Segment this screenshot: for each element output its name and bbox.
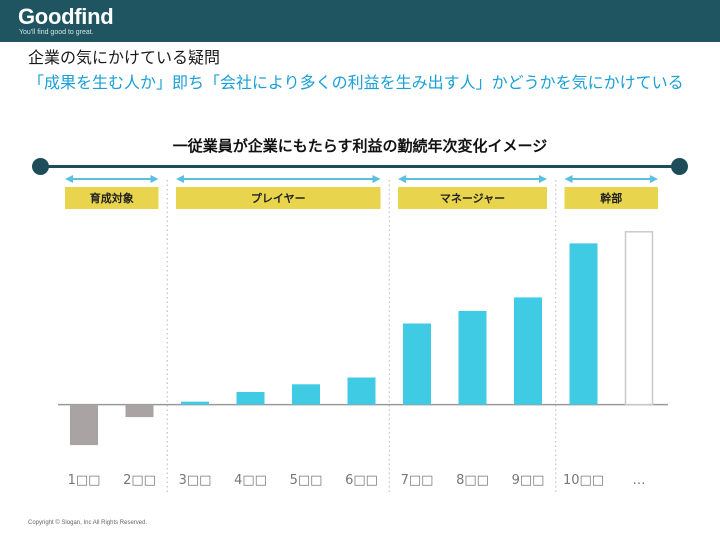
x-tick-label: 6□□ — [345, 473, 378, 488]
question-title: 企業の気にかけている疑問 — [28, 48, 221, 67]
phase-arrow-right-head — [150, 175, 159, 183]
phase-arrow-left-head — [176, 175, 184, 183]
phase-label-box — [65, 187, 159, 209]
phase-label: マネージャー — [440, 192, 505, 205]
timeline-start-dot — [32, 158, 49, 175]
x-tick-label: 3□□ — [179, 473, 212, 488]
phase-arrow-left-head — [564, 175, 573, 183]
x-tick-label: 7□□ — [401, 473, 434, 488]
bar — [125, 404, 154, 418]
bar — [70, 404, 98, 446]
bar — [236, 392, 265, 405]
x-tick-label: 5□□ — [290, 473, 323, 488]
timeline-end-dot — [671, 158, 688, 175]
phase-label: 幹部 — [600, 191, 622, 205]
tick-label-layer: 1□□ 2□□ 3□□ 4□□ 5□□ 6□□ 7□□ 8□□ 9□□ 10□□ … — [68, 473, 646, 488]
logo-tagline: You'll find good to great. — [19, 29, 94, 36]
bar — [514, 297, 542, 405]
x-tick-label: 8□□ — [456, 473, 489, 488]
question-body: 「成果を生む人か」即ち「会社により多くの利益を生み出す人」かどうかを気にかけてい… — [28, 73, 684, 92]
x-tick-label: 1□□ — [68, 473, 101, 488]
phase-label-box — [564, 187, 658, 209]
chart-title: 一従業員が企業にもたらす利益の勤続年次変化イメージ — [172, 137, 548, 155]
timeline-line — [40, 165, 680, 168]
header-bar: Goodfind You'll find good to great. — [0, 0, 720, 42]
bar — [403, 323, 431, 405]
phase-layer: 育成対象 プレイヤー マネージャー 幹部 — [65, 175, 658, 209]
bar-outline — [624, 231, 654, 406]
phase-arrow-right-head — [539, 175, 547, 183]
phase-arrow-left-head — [65, 175, 73, 183]
phase-label-box — [176, 187, 381, 209]
bar — [181, 401, 209, 405]
phase-arrow-right-head — [650, 175, 658, 183]
x-tick-label: 2□□ — [123, 473, 156, 488]
copyright-footer: Copyright © Slogan, Inc All Rights Reser… — [28, 520, 148, 526]
phase-label: プレイヤー — [251, 191, 306, 205]
x-tick-label: 4□□ — [234, 473, 267, 488]
phase-label-box — [398, 187, 547, 209]
goodfind-logo: Goodfind — [18, 4, 114, 29]
x-tick-label: … — [633, 473, 646, 488]
phase-arrow-left-head — [398, 175, 406, 183]
bar — [292, 384, 320, 405]
phase-arrow-right-head — [372, 175, 381, 183]
bar-layer — [70, 231, 654, 446]
x-tick-label: 10□□ — [563, 473, 604, 488]
x-tick-label: 9□□ — [512, 473, 545, 488]
bar — [569, 243, 598, 405]
bar — [347, 377, 376, 405]
phase-label: 育成対象 — [90, 191, 134, 205]
bar — [458, 310, 487, 405]
phase-divider-layer — [166, 180, 557, 492]
